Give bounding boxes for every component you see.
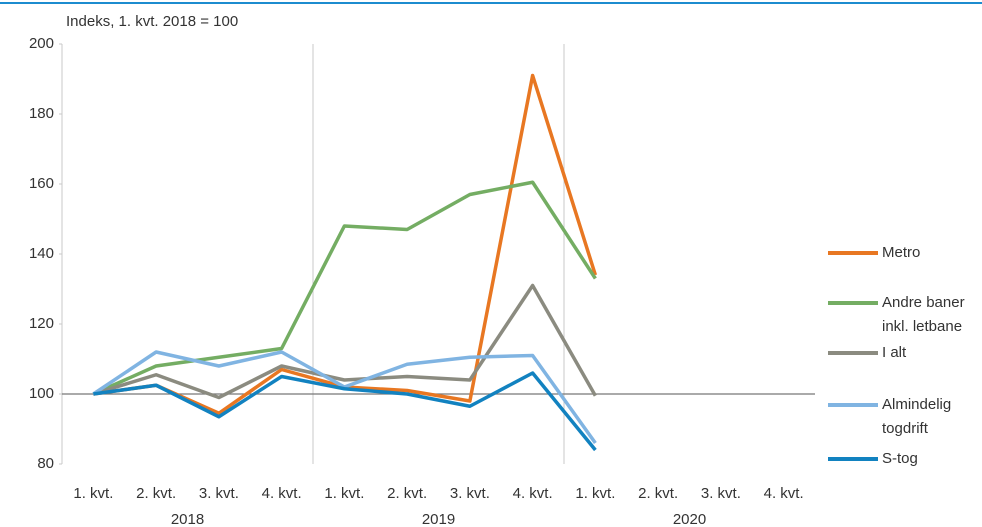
legend-item: Metro (828, 241, 978, 265)
y-tick-label: 200 (29, 35, 54, 52)
group-label: 2018 (171, 511, 204, 527)
legend-item: S-tog (828, 447, 978, 471)
x-tick-label: 3. kvt. (199, 485, 239, 502)
x-tick-label: 2. kvt. (638, 485, 678, 502)
series-line (93, 371, 597, 452)
legend-swatch (828, 301, 878, 305)
y-tick-label: 80 (37, 455, 54, 472)
legend-label: I alt (882, 344, 907, 361)
x-tick-label: 1. kvt. (73, 485, 113, 502)
x-tick-label: 3. kvt. (450, 485, 490, 502)
group-label: 2019 (422, 511, 455, 527)
legend-item: Andre baner inkl. letbane (828, 291, 978, 339)
legend-label: Metro (882, 244, 921, 261)
x-tick-label: 1. kvt. (324, 485, 364, 502)
y-tick-label: 120 (29, 315, 54, 332)
y-tick-label: 160 (29, 175, 54, 192)
legend-label: Andre baner inkl. letbane (882, 294, 965, 335)
y-axis-title: Indeks, 1. kvt. 2018 = 100 (66, 13, 238, 30)
x-tick-label: 4. kvt. (513, 485, 553, 502)
legend-swatch (828, 457, 878, 461)
legend-item: Almindelig togdrift (828, 393, 978, 441)
x-tick-label: 4. kvt. (262, 485, 302, 502)
series-line (92, 283, 597, 400)
x-tick-label: 1. kvt. (575, 485, 615, 502)
group-label: 2020 (673, 511, 706, 527)
x-tick-label: 2. kvt. (387, 485, 427, 502)
legend-label: S-tog (882, 450, 918, 467)
x-tick-label: 4. kvt. (764, 485, 804, 502)
series-line (92, 180, 597, 396)
x-tick-label: 3. kvt. (701, 485, 741, 502)
legend-swatch (828, 403, 878, 407)
legend-swatch (828, 351, 878, 355)
legend-item: I alt (828, 341, 978, 365)
x-tick-label: 2. kvt. (136, 485, 176, 502)
y-tick-label: 140 (29, 245, 54, 262)
legend-label: Almindelig togdrift (882, 396, 952, 437)
y-tick-label: 180 (29, 105, 54, 122)
legend-swatch (828, 251, 878, 255)
y-tick-label: 100 (29, 385, 54, 402)
